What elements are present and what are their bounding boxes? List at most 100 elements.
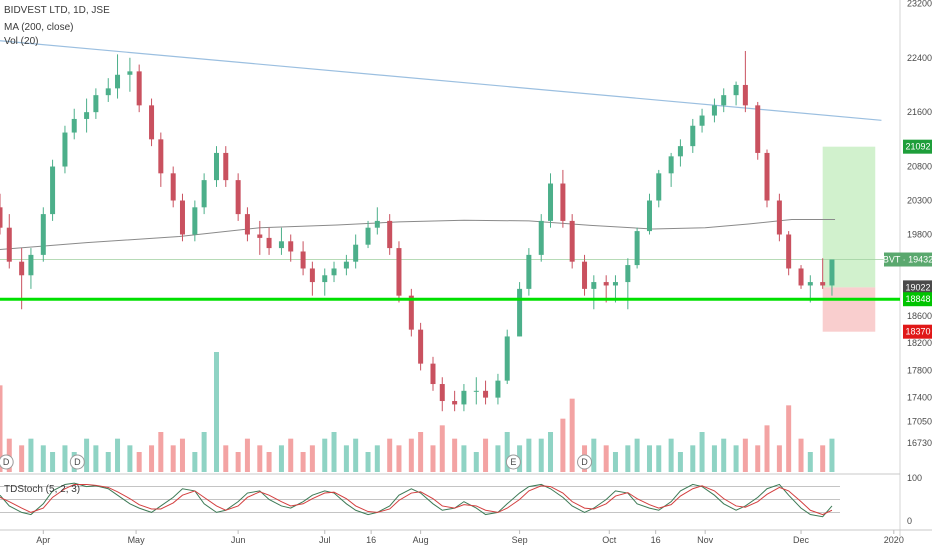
volume-bar (430, 445, 436, 472)
price-axis-label: 19800 (907, 229, 932, 239)
event-marker (69, 454, 85, 470)
volume-bar (755, 445, 761, 472)
volume-bar (721, 438, 727, 472)
candle-body (6, 227, 12, 262)
volume-bar (244, 438, 250, 472)
volume-bar (28, 438, 34, 472)
candle-body (699, 115, 705, 126)
volume-bar (483, 438, 489, 472)
candle-body (820, 282, 826, 286)
volume-bar (625, 445, 631, 472)
event-marker-label: D (581, 457, 588, 467)
price-axis-label: 20300 (907, 196, 932, 206)
time-axis-label: May (128, 535, 146, 545)
candle-body (353, 244, 359, 262)
volume-bar (656, 445, 662, 472)
volume-bar (353, 438, 359, 472)
volume-bar (288, 438, 294, 472)
candle-body (223, 152, 229, 181)
candle-body (387, 220, 393, 249)
volume-bar (461, 445, 467, 472)
volume-bar (473, 452, 479, 472)
volume-bar (742, 438, 748, 472)
volume-bar (418, 432, 424, 472)
symbol-legend[interactable]: BIDVEST LTD, 1D, JSE (4, 5, 110, 16)
volume-bar (235, 452, 241, 472)
candle-body (19, 261, 25, 276)
volume-legend[interactable]: Vol (20) (4, 36, 39, 47)
candle-body (105, 88, 111, 96)
volume-bar (807, 452, 813, 472)
candle-body (560, 183, 566, 221)
candle-body (300, 251, 306, 269)
ma-legend[interactable]: MA (200, close) (4, 22, 74, 33)
oscillator-line (0, 483, 833, 516)
candle-body (84, 112, 90, 119)
candle-body (473, 390, 479, 392)
volume-bar (300, 452, 306, 472)
candle-body (776, 200, 782, 235)
candle-body (452, 401, 458, 405)
volume-bar (84, 438, 90, 472)
event-marker (505, 454, 521, 470)
time-axis-label: Jun (231, 535, 246, 545)
volume-bar (538, 438, 544, 472)
volume-bar (408, 438, 414, 472)
candle-body (742, 84, 748, 106)
time-axis-label: Aug (413, 535, 429, 545)
candle-body (612, 282, 618, 286)
time-axis-label: 2020 (884, 535, 904, 545)
volume-bar (820, 445, 826, 472)
candle-body (28, 254, 34, 276)
volume-bar (19, 445, 25, 472)
oscillator-legend[interactable]: TDStoch (5, 2, 3) (4, 484, 81, 495)
volume-bar (105, 452, 111, 472)
candle-body (244, 214, 250, 235)
volume-bar (40, 445, 46, 472)
time-axis-label: Nov (697, 535, 714, 545)
volume-bar (50, 452, 56, 472)
volume-bar (158, 432, 164, 472)
price-axis-label: 22400 (907, 53, 932, 63)
volume-bar (170, 445, 176, 472)
candle-body (517, 288, 523, 337)
resistance-trendline (0, 40, 882, 121)
candle-body (257, 234, 263, 238)
time-axis-label: 16 (366, 535, 376, 545)
candle-body (201, 180, 207, 208)
volume-bar (504, 432, 510, 472)
volume-bar (278, 445, 284, 472)
candle-body (504, 336, 510, 381)
candle-body (93, 95, 99, 113)
candle-body (677, 146, 683, 157)
candle-body (71, 118, 77, 133)
event-marker (577, 454, 593, 470)
volume-bar (798, 438, 804, 472)
volume-bar (699, 432, 705, 472)
candle-body (418, 329, 424, 364)
candle-body (526, 254, 532, 289)
volume-bar (786, 405, 792, 472)
candle-body (668, 156, 674, 174)
candle-body (408, 295, 414, 330)
volume-bar (257, 445, 263, 472)
price-tag-label: 19022 (905, 282, 930, 292)
price-axis-label: 16730 (907, 438, 932, 448)
candle-body (439, 384, 445, 402)
volume-bar (374, 445, 380, 472)
candle-body (374, 220, 380, 228)
volume-bar (266, 452, 272, 472)
price-tag-label: BVT · 19432 (883, 255, 932, 265)
candle-body (343, 261, 349, 269)
candle-body (755, 105, 761, 153)
candle-body (582, 261, 588, 289)
volume-bar (136, 452, 142, 472)
volume-bar (93, 445, 99, 472)
candle-body (179, 200, 185, 235)
candle-body (115, 74, 121, 89)
candle-body (786, 234, 792, 269)
candle-body (603, 282, 609, 286)
volume-bar (548, 432, 554, 472)
